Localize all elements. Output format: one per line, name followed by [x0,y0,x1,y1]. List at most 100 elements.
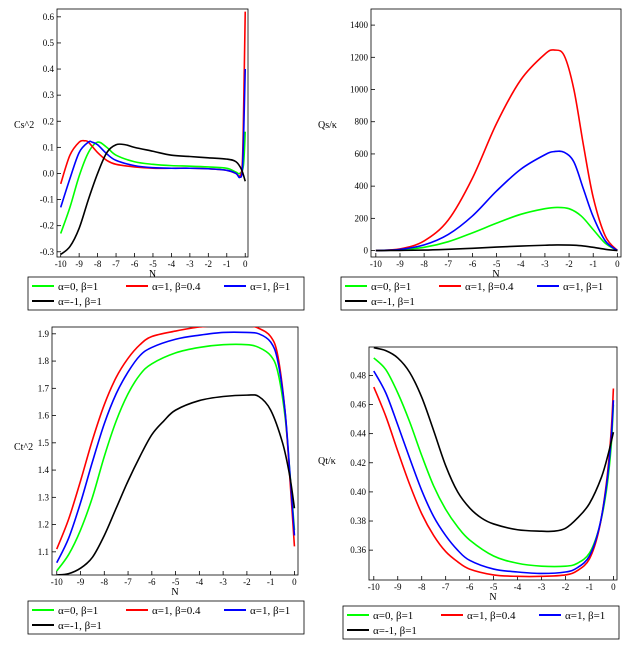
legend-entry: α=-1, β=1 [371,296,415,308]
x-tick-label: 0 [611,582,616,592]
x-tick-label: -2 [565,259,573,269]
legend-entry: α=0, β=1 [58,281,98,293]
x-tick-label: -8 [94,259,102,269]
series-line-4 [375,244,618,252]
x-tick-label: -9 [394,582,402,592]
x-tick-label: -8 [101,577,109,587]
x-tick-label: -6 [131,259,139,269]
series-line-1 [375,206,618,252]
x-tick-label: -7 [445,259,453,269]
x-tick-label: -10 [370,259,382,269]
y-tick-label: -0.3 [40,247,55,257]
x-axis-label: N [149,269,156,280]
legend-box [340,276,618,311]
legend-entry: α=1, β=0.4 [152,281,201,293]
x-tick-label: -2 [562,582,570,592]
x-axis-label: N [489,592,496,603]
legend-entry: α=1, β=0.4 [465,281,514,293]
x-tick-label: -9 [77,577,85,587]
y-tick-label: 0.3 [43,90,55,100]
x-tick-label: -5 [149,259,157,269]
x-tick-label: -5 [172,577,180,587]
y-tick-label: 800 [355,117,369,127]
x-tick-label: 0 [243,259,248,269]
x-tick-label: -4 [517,259,525,269]
series-line-4 [60,143,246,256]
x-tick-label: 0 [615,259,620,269]
y-tick-label: 1.5 [38,438,50,448]
series-line-3 [56,331,296,564]
y-axis-label: Cs^2 [14,120,34,131]
cs2-chart-panel: -0.3-0.2-0.10.00.10.20.30.40.50.6-10 -9 -8… [14,8,305,311]
x-tick-label: -10 [55,259,67,269]
x-tick-label: -5 [490,582,498,592]
series-line-3 [59,69,247,208]
y-tick-label: 1.4 [38,465,50,475]
series-line-3 [375,150,618,252]
x-tick-label: 0 [292,577,297,587]
series-line-2 [56,327,296,550]
legend-entry: α=1, β=1 [565,610,605,622]
legend-entry: α=1, β=1 [250,281,290,293]
legend-entry: α=0, β=1 [373,610,413,622]
x-tick-label: -3 [219,577,227,587]
y-tick-label: 0 [364,246,369,256]
legend-entry: α=0, β=1 [371,281,411,293]
plot-area [56,8,249,258]
y-tick-label: 1.7 [38,383,50,393]
x-axis-label: N [492,269,499,280]
y-tick-label: 1.9 [38,329,50,339]
y-axis-label: Qt/κ [318,456,336,467]
y-tick-label: 0.44 [350,429,366,439]
x-tick-label: -3 [538,582,546,592]
series-line-4 [56,394,296,575]
y-tick-label: 1.3 [38,492,50,502]
y-tick-label: 1.6 [38,411,50,421]
x-axis-label: N [171,587,178,598]
y-axis-label: Qs/κ [318,120,337,131]
y-tick-label: 600 [355,149,369,159]
x-tick-label: -1 [223,259,231,269]
legend-entry: α=1, β=1 [250,605,290,617]
x-tick-label: -9 [396,259,404,269]
y-tick-label: 0.38 [350,516,366,526]
series-line-1 [59,131,247,234]
x-tick-label: -7 [124,577,132,587]
y-tick-label: 0.5 [43,38,55,48]
y-tick-label: 1000 [350,85,369,95]
series-line-4 [373,347,615,533]
x-tick-label: -7 [112,259,120,269]
x-tick-label: -1 [267,577,275,587]
x-tick-label: -8 [420,259,428,269]
legend-box [27,276,305,311]
legend-entry: α=-1, β=1 [58,620,102,632]
qt-chart-panel: 0.360.380.400.420.440.460.48-10 -9 -8 -7 -6-… [318,346,620,640]
x-tick-label: -2 [243,577,251,587]
x-tick-label: -7 [442,582,450,592]
y-tick-label: 0.42 [350,458,366,468]
x-tick-label: -4 [196,577,204,587]
y-tick-label: 0.6 [43,12,55,22]
series-line-2 [375,49,618,252]
x-tick-label: -6 [148,577,156,587]
x-tick-label: -4 [168,259,176,269]
x-tick-label: -3 [541,259,549,269]
legend-entry: α=1, β=0.4 [467,610,516,622]
x-tick-label: -3 [186,259,194,269]
legend-box [27,600,305,635]
x-tick-label: -8 [418,582,426,592]
y-tick-label: 1.2 [38,520,49,530]
x-tick-label: -4 [514,582,522,592]
y-axis-label: Ct^2 [14,442,33,453]
x-tick-label: -6 [466,582,474,592]
y-tick-label: 1400 [350,20,369,30]
x-tick-label: -1 [586,582,594,592]
y-tick-label: 0.2 [43,116,54,126]
y-tick-label: 0.40 [350,487,366,497]
x-tick-label: -9 [75,259,83,269]
legend-entry: α=-1, β=1 [373,625,417,637]
y-tick-label: -0.2 [40,221,54,231]
series-line-3 [373,370,615,575]
